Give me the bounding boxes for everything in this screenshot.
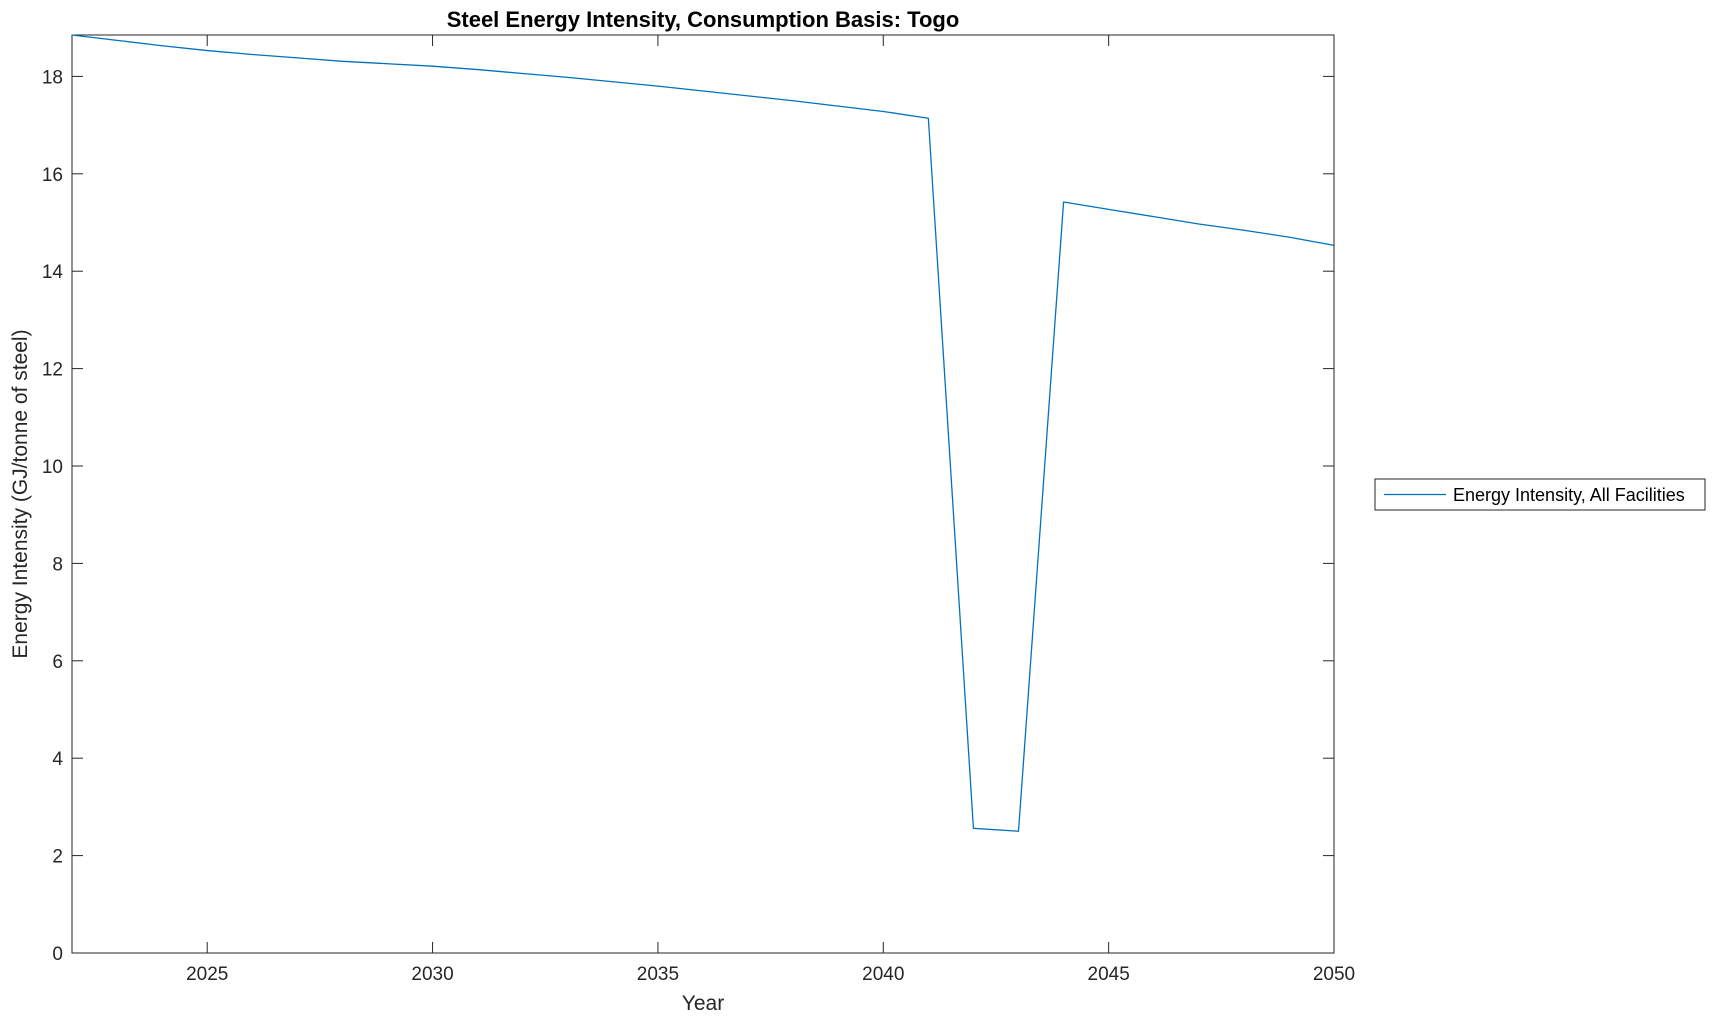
y-tick-label: 4 xyxy=(52,749,63,770)
y-tick-label: 8 xyxy=(52,554,63,575)
x-tick-label: 2035 xyxy=(637,964,679,985)
x-tick-label: 2045 xyxy=(1088,964,1130,985)
x-axis-label: Year xyxy=(682,992,724,1015)
y-tick-label: 6 xyxy=(52,652,63,673)
chart-title: Steel Energy Intensity, Consumption Basi… xyxy=(447,7,960,32)
y-axis-label: Energy Intensity (GJ/tonne of steel) xyxy=(9,329,32,658)
series-line-0 xyxy=(71,34,1335,832)
y-axis: 0 2 4 6 8 10 12 14 16 18 xyxy=(42,67,1334,965)
y-tick-label: 18 xyxy=(42,67,63,88)
x-tick-label: 2050 xyxy=(1313,964,1355,985)
x-axis: 2025 2030 2035 2040 2045 2050 xyxy=(186,35,1355,985)
y-tick-label: 10 xyxy=(42,457,63,478)
y-tick-label: 16 xyxy=(42,165,63,186)
y-tick-label: 12 xyxy=(42,360,63,381)
y-tick-label: 0 xyxy=(52,944,63,965)
x-tick-label: 2025 xyxy=(186,964,228,985)
y-tick-label: 14 xyxy=(42,262,64,283)
x-tick-label: 2030 xyxy=(411,964,453,985)
legend: Energy Intensity, All Facilities xyxy=(1374,478,1706,511)
x-tick-label: 2040 xyxy=(862,964,904,985)
series-layer xyxy=(71,34,1335,832)
y-tick-label: 2 xyxy=(52,847,63,868)
legend-entry-energy-intensity: Energy Intensity, All Facilities xyxy=(1453,485,1685,505)
plot-area xyxy=(71,34,1335,954)
